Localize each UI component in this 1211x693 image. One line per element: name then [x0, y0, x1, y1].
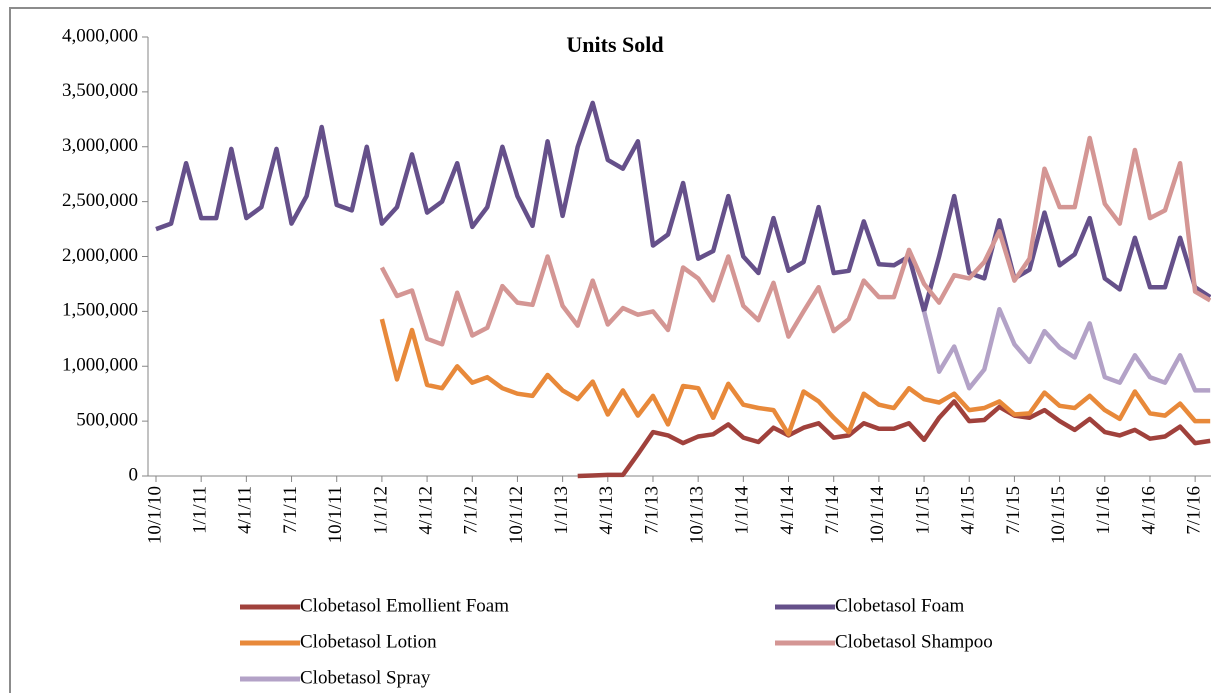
x-tick-label: 1/1/14	[732, 486, 753, 535]
x-tick-label: 10/1/10	[144, 486, 165, 544]
x-tick-label: 4/1/11	[235, 486, 256, 534]
x-tick-label: 10/1/11	[325, 486, 346, 543]
y-tick-label: 2,500,000	[62, 190, 138, 211]
y-tick-label: 0	[129, 464, 139, 485]
x-tick-label: 10/1/14	[867, 486, 888, 545]
series-line	[379, 135, 1211, 347]
y-tick-label: 3,500,000	[62, 80, 138, 101]
x-tick-label: 7/1/12	[461, 486, 482, 535]
x-tick-label: 4/1/16	[1138, 486, 1159, 535]
x-tick-label: 10/1/12	[506, 486, 527, 544]
x-tick-label: 1/1/13	[551, 486, 572, 535]
x-tick-label: 4/1/13	[596, 486, 617, 535]
x-tick-label: 4/1/12	[415, 486, 436, 535]
series-line	[577, 399, 1211, 479]
chart-frame	[9, 7, 1211, 693]
y-tick-label: 1,500,000	[62, 300, 138, 321]
x-tick-label: 7/1/15	[1003, 486, 1024, 535]
y-tick-label: 2,000,000	[62, 245, 138, 266]
x-tick-label: 7/1/11	[280, 486, 301, 534]
legend-label: Clobetasol Emollient Foam	[300, 595, 509, 616]
x-tick-label: 1/1/16	[1093, 486, 1114, 535]
series-line	[155, 100, 1211, 314]
x-tick-label: 4/1/15	[958, 486, 979, 535]
y-tick-label: 4,000,000	[62, 25, 138, 46]
series-line	[379, 318, 1211, 437]
x-tick-label: 10/1/15	[1048, 486, 1069, 544]
x-tick-label: 1/1/11	[190, 486, 211, 534]
x-tick-label: 4/1/14	[777, 486, 798, 535]
legend-label: Clobetasol Foam	[835, 595, 965, 616]
legend-label: Clobetasol Lotion	[300, 631, 437, 652]
chart-title: Units Sold	[566, 32, 663, 57]
x-tick-label: 1/1/12	[370, 486, 391, 535]
x-tick-label: 1/1/15	[912, 486, 933, 535]
legend-label: Clobetasol Shampoo	[835, 631, 993, 652]
x-tick-label: 7/1/13	[641, 486, 662, 535]
series-line	[921, 306, 1211, 393]
y-tick-label: 3,000,000	[62, 135, 138, 156]
x-tick-label: 7/1/14	[822, 486, 843, 535]
y-tick-label: 500,000	[76, 409, 138, 430]
x-tick-label: 7/1/16	[1183, 486, 1204, 535]
y-tick-label: 1,000,000	[62, 355, 138, 376]
legend-label: Clobetasol Spray	[300, 667, 431, 688]
x-tick-label: 10/1/13	[687, 486, 708, 544]
